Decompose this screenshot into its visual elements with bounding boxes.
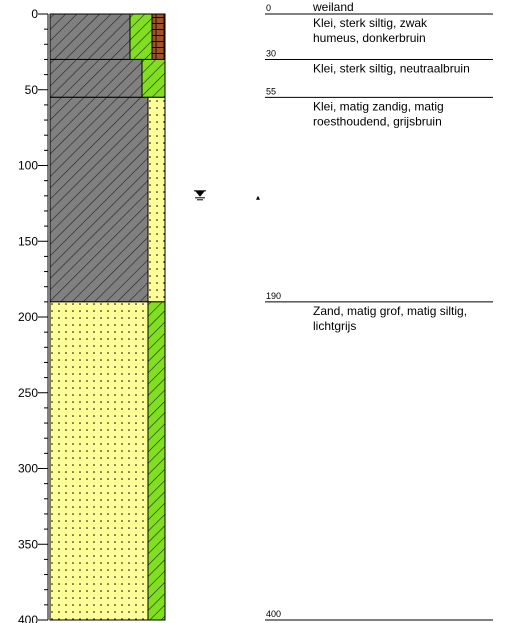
y-tick-label: 100 — [18, 159, 38, 173]
soil-component — [49, 301, 149, 621]
soil-component — [49, 13, 131, 60]
soil-component — [49, 58, 143, 98]
layer-description: Klei, matig zandig, matig — [313, 99, 444, 113]
y-tick-label: 350 — [18, 537, 38, 551]
soil-component — [141, 58, 166, 98]
depth-label: 190 — [266, 291, 281, 301]
layer-description: lichtgrijs — [313, 319, 356, 333]
depth-label: 0 — [266, 3, 271, 13]
layer-description: humeus, donkerbruin — [313, 31, 426, 45]
depth-label: 30 — [266, 48, 276, 58]
y-tick-label: 0 — [31, 7, 38, 21]
groundwater-marker — [256, 195, 260, 200]
y-tick-label: 200 — [18, 310, 38, 324]
depth-label: 400 — [266, 609, 281, 619]
soil-component — [49, 96, 149, 303]
soil-component — [129, 13, 153, 60]
y-tick-label: 300 — [18, 462, 38, 476]
y-tick-label: 250 — [18, 386, 38, 400]
surface-label: weiland — [312, 0, 354, 14]
layer-description: Zand, matig grof, matig siltig, — [313, 304, 467, 318]
layer-description: Klei, sterk siltig, neutraalbruin — [313, 61, 470, 75]
y-tick-label: 50 — [25, 83, 39, 97]
layer-description: roesthoudend, grijsbruin — [313, 114, 442, 128]
soil-component — [151, 13, 166, 60]
depth-label: 55 — [266, 86, 276, 96]
layer-description: Klei, sterk siltig, zwak — [313, 16, 428, 30]
y-tick-label: 400 — [18, 613, 38, 623]
y-tick-label: 150 — [18, 234, 38, 248]
soil-component — [147, 301, 166, 621]
groundwater-level — [194, 190, 206, 201]
soil-component — [147, 96, 166, 303]
